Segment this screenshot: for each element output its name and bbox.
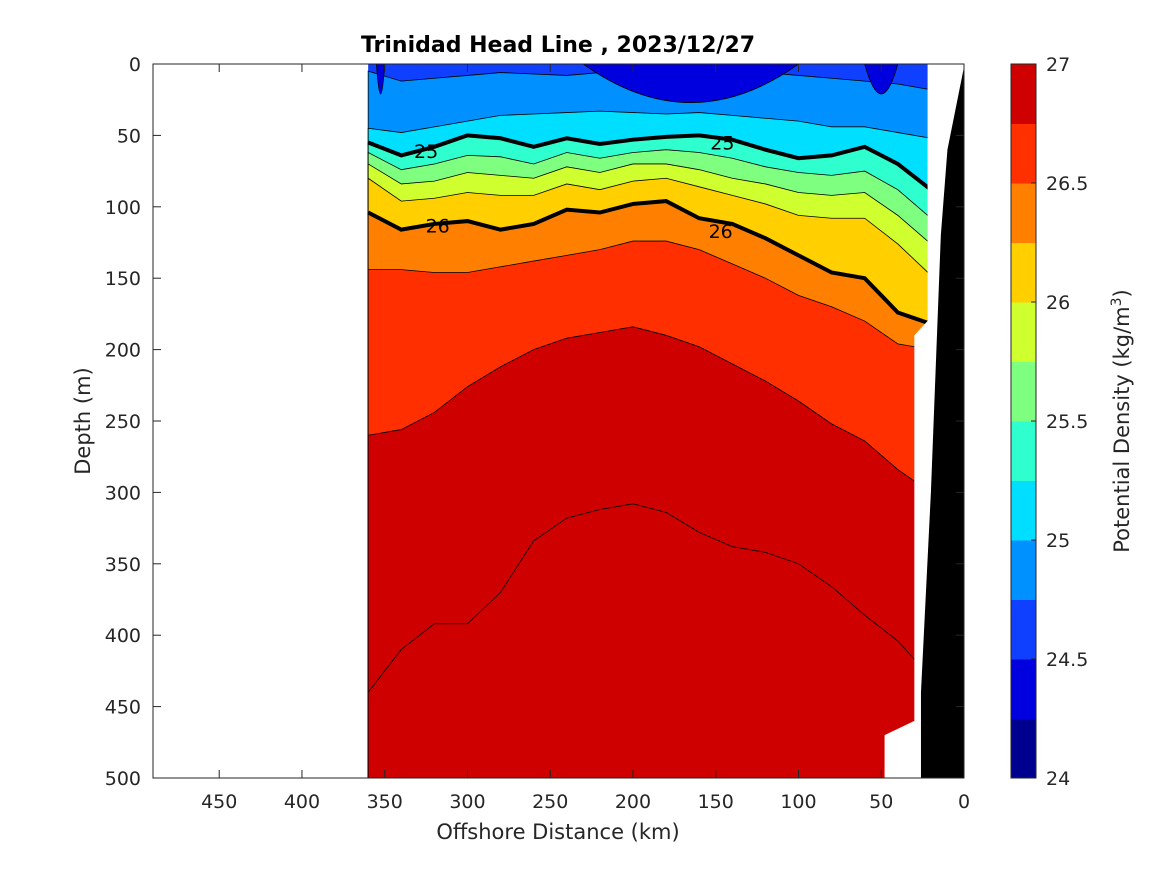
colorbar-label: Potential Density (kg/m3) xyxy=(1109,289,1134,553)
colorbar-tick-label-6: 27 xyxy=(1046,54,1070,76)
colorbar-band-2 xyxy=(1011,599,1036,660)
x-axis-label: Offshore Distance (km) xyxy=(436,820,679,844)
colorbar-band-8 xyxy=(1011,242,1036,303)
colorbar-tick-label-0: 24 xyxy=(1046,768,1070,790)
y-tick-label-350: 350 xyxy=(105,554,141,576)
contour-label-0: 25 xyxy=(414,141,438,163)
colorbar-band-10 xyxy=(1011,123,1036,184)
y-axis-ticks: 0 50 100 150 200 250 300 350 400 450 500 xyxy=(105,54,964,790)
colorbar-tick-label-4: 26 xyxy=(1046,292,1070,314)
x-tick-label-400: 400 xyxy=(284,791,320,813)
density-pocket-2 xyxy=(864,64,899,95)
chart-title: Trinidad Head Line , 2023/12/27 xyxy=(361,33,755,58)
y-tick-label-250: 250 xyxy=(105,411,141,433)
colorbar-band-4 xyxy=(1011,480,1036,541)
contour-fills xyxy=(367,64,932,778)
x-tick-label-150: 150 xyxy=(698,791,734,813)
x-axis-ticks: 450 400 350 300 250 200 150 100 50 0 xyxy=(201,64,970,813)
colorbar-ticks: 24 24.5 25 25.5 26 26.5 27 xyxy=(1031,54,1088,790)
seafloor-slope xyxy=(920,66,964,778)
contour-label-2: 26 xyxy=(426,215,450,237)
colorbar-tick-label-3: 25.5 xyxy=(1046,411,1088,433)
colorbar-tick-label-5: 26.5 xyxy=(1046,173,1088,195)
x-tick-label-450: 450 xyxy=(201,791,237,813)
contour-labels: 25 25 26 26 xyxy=(414,133,734,244)
isopycnal-26 xyxy=(367,199,932,326)
x-tick-label-100: 100 xyxy=(780,791,816,813)
colorbar-band-5 xyxy=(1011,421,1036,481)
density-pocket-1 xyxy=(582,64,800,103)
contour-label-3: 26 xyxy=(709,221,733,243)
x-tick-label-200: 200 xyxy=(615,791,651,813)
colorbar-band-9 xyxy=(1011,183,1036,243)
colorbar-tick-label-2: 25 xyxy=(1046,530,1070,552)
seafloor-bathymetry xyxy=(884,64,964,778)
x-tick-label-0: 0 xyxy=(958,791,970,813)
colorbar xyxy=(1010,63,1037,779)
colorbar-tick-label-1: 24.5 xyxy=(1046,649,1088,671)
colorbar-band-3 xyxy=(1011,540,1036,600)
x-tick-label-50: 50 xyxy=(869,791,893,813)
y-tick-label-0: 0 xyxy=(129,54,141,76)
y-tick-label-400: 400 xyxy=(105,625,141,647)
y-tick-label-50: 50 xyxy=(117,125,141,147)
colorbar-band-1 xyxy=(1011,659,1036,719)
colorbar-band-7 xyxy=(1011,302,1036,362)
y-tick-label-150: 150 xyxy=(105,268,141,290)
y-tick-label-200: 200 xyxy=(105,340,141,362)
y-tick-label-450: 450 xyxy=(105,697,141,719)
contour-label-1: 25 xyxy=(710,133,734,155)
x-tick-label-300: 300 xyxy=(449,791,485,813)
x-tick-label-350: 350 xyxy=(367,791,403,813)
colorbar-band-6 xyxy=(1011,361,1036,422)
y-tick-label-100: 100 xyxy=(105,197,141,219)
y-tick-label-500: 500 xyxy=(105,768,141,790)
y-tick-label-300: 300 xyxy=(105,482,141,504)
isopycnal-25 xyxy=(367,133,933,192)
y-axis-label: Depth (m) xyxy=(71,367,95,474)
colorbar-band-0 xyxy=(1011,718,1036,779)
contour-lines xyxy=(367,133,933,326)
x-tick-label-250: 250 xyxy=(532,791,568,813)
colorbar-band-11 xyxy=(1011,64,1036,124)
